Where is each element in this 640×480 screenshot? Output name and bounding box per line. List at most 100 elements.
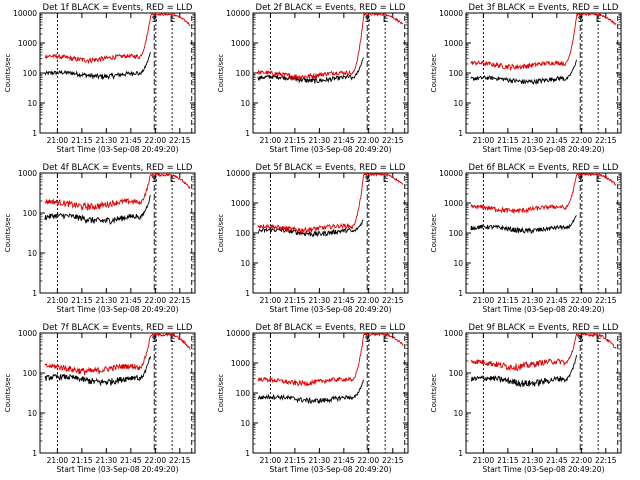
x-tick-label: 21:15 — [497, 456, 519, 465]
interval-marker-e: E — [596, 15, 602, 25]
x-tick-label: 21:45 — [546, 136, 568, 145]
interval-marker-e: E — [170, 15, 176, 25]
x-tick-label: 21:30 — [309, 136, 331, 145]
x-tick-label: 21:00 — [260, 456, 282, 465]
x-tick-label: 21:30 — [522, 456, 544, 465]
y-tick-label: 10 — [453, 259, 463, 268]
x-tick-label: 21:45 — [333, 136, 355, 145]
x-axis-label: Start Time (03-Sep-08 20:49:20) — [270, 465, 392, 474]
series-black-line — [257, 219, 364, 238]
y-tick-label: 100 — [23, 209, 38, 218]
panel-title: Det 1f BLACK = Events, RED = LLD — [43, 3, 193, 13]
x-tick-label: 21:15 — [497, 136, 519, 145]
panel-det-8: Det 8f BLACK = Events, RED = LLD Counts/s… — [217, 323, 409, 474]
panel-title: Det 8f BLACK = Events, RED = LLD — [256, 323, 406, 333]
series-red-line — [44, 12, 191, 65]
series-black-line — [44, 356, 151, 387]
x-tick-label: 22:00 — [144, 296, 166, 305]
interval-marker-e: E — [383, 175, 389, 185]
panel-title: Det 9f BLACK = Events, RED = LLD — [469, 323, 619, 333]
series-black-line — [257, 57, 364, 84]
x-tick-label: 21:30 — [522, 136, 544, 145]
interval-marker-s: S — [152, 335, 158, 345]
interval-marker-s: S — [365, 335, 371, 345]
interval-marker-e: E — [596, 335, 602, 345]
panel-det-9: Det 9f BLACK = Events, RED = LLD Counts/s… — [430, 323, 622, 474]
y-tick-label: 1000 — [231, 359, 250, 368]
y-tick-label: 10 — [27, 249, 37, 258]
series-red-line — [257, 332, 404, 387]
x-tick-label: 22:15 — [595, 456, 617, 465]
y-tick-label: 10 — [453, 409, 463, 418]
panel-det-7: Det 7f BLACK = Events, RED = LLD Counts/s… — [4, 323, 196, 474]
y-tick-label: 1000 — [18, 39, 37, 48]
x-tick-label: 21:45 — [546, 456, 568, 465]
x-tick-label: 22:00 — [357, 296, 379, 305]
series-red-line — [44, 332, 191, 375]
interval-marker-s: S — [152, 15, 158, 25]
x-tick-label: 22:15 — [382, 456, 404, 465]
x-axis-label: Start Time (03-Sep-08 20:49:20) — [57, 465, 179, 474]
x-tick-label: 21:45 — [120, 296, 142, 305]
y-tick-label: 10 — [453, 99, 463, 108]
x-tick-label: 21:45 — [120, 136, 142, 145]
y-tick-label: 10000 — [226, 329, 250, 338]
y-tick-label: 10000 — [226, 169, 250, 178]
x-tick-label: 21:00 — [47, 136, 69, 145]
y-tick-label: 1000 — [18, 169, 37, 178]
x-tick-label: 21:15 — [284, 136, 306, 145]
x-tick-label: 21:15 — [284, 296, 306, 305]
y-tick-label: 1000 — [444, 199, 463, 208]
panel-title: Det 3f BLACK = Events, RED = LLD — [469, 3, 619, 13]
x-tick-label: 21:30 — [522, 296, 544, 305]
y-tick-label: 10 — [27, 409, 37, 418]
interval-marker-s: S — [578, 335, 584, 345]
x-tick-label: 22:15 — [382, 136, 404, 145]
x-tick-label: 21:15 — [497, 296, 519, 305]
panel-title: Det 2f BLACK = Events, RED = LLD — [256, 3, 406, 13]
x-tick-label: 22:15 — [169, 136, 191, 145]
x-tick-label: 22:00 — [570, 136, 592, 145]
y-tick-label: 1000 — [231, 199, 250, 208]
y-axis-label: Counts/sec — [430, 54, 438, 93]
x-tick-label: 21:00 — [473, 456, 495, 465]
y-axis-label: Counts/sec — [217, 374, 225, 413]
interval-marker-s: S — [365, 15, 371, 25]
y-tick-label: 1 — [32, 449, 37, 458]
x-tick-label: 21:30 — [96, 296, 118, 305]
interval-marker-s: S — [152, 175, 158, 185]
y-tick-label: 1 — [458, 449, 463, 458]
interval-marker-s: S — [578, 15, 584, 25]
y-axis-label: Counts/sec — [430, 374, 438, 413]
x-tick-label: 22:00 — [570, 456, 592, 465]
y-axis-label: Counts/sec — [430, 214, 438, 253]
x-axis-label: Start Time (03-Sep-08 20:49:20) — [483, 465, 605, 474]
y-tick-label: 100 — [236, 229, 251, 238]
x-tick-label: 21:30 — [309, 456, 331, 465]
panel-title: Det 7f BLACK = Events, RED = LLD — [43, 323, 193, 333]
series-red-line — [44, 172, 191, 211]
x-tick-label: 21:15 — [71, 296, 93, 305]
x-tick-label: 21:45 — [546, 296, 568, 305]
x-tick-label: 21:30 — [96, 136, 118, 145]
y-tick-label: 100 — [449, 69, 464, 78]
series-black-line — [44, 194, 151, 225]
y-axis-label: Counts/sec — [217, 54, 225, 93]
panel-det-2: Det 2f BLACK = Events, RED = LLD Counts/s… — [217, 3, 409, 154]
series-red-line — [470, 12, 617, 72]
panel-title: Det 4f BLACK = Events, RED = LLD — [43, 163, 193, 173]
x-tick-label: 22:00 — [570, 296, 592, 305]
interval-marker-e: E — [383, 15, 389, 25]
y-tick-label: 100 — [23, 369, 38, 378]
y-tick-label: 10000 — [13, 9, 37, 18]
x-tick-label: 21:30 — [309, 296, 331, 305]
panel-title: Det 6f BLACK = Events, RED = LLD — [469, 163, 619, 173]
x-tick-label: 22:00 — [357, 456, 379, 465]
y-tick-label: 100 — [236, 389, 251, 398]
x-axis-label: Start Time (03-Sep-08 20:49:20) — [483, 145, 605, 154]
series-black-line — [257, 379, 364, 405]
y-tick-label: 1 — [245, 449, 250, 458]
y-axis-label: Counts/sec — [217, 214, 225, 253]
y-tick-label: 1000 — [444, 39, 463, 48]
